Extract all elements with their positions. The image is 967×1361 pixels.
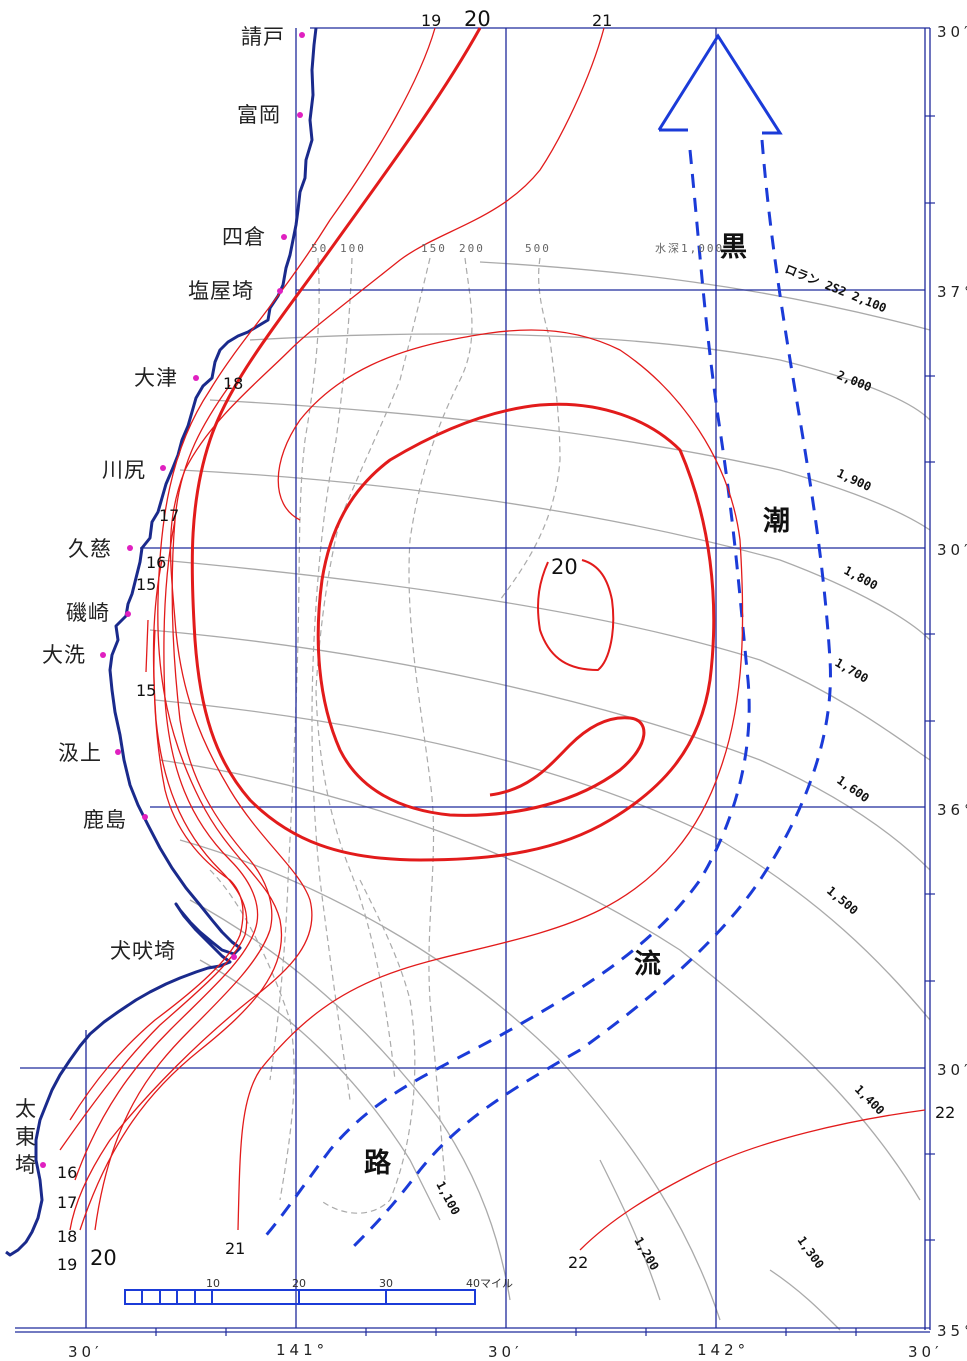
lat-label-35: 35° [937,1322,967,1340]
kuroshio-labels: 黒 潮 流 路 [364,232,790,1179]
isotherm-label-18-bottom: 18 [57,1227,77,1246]
place-otsu: 大津 [134,366,178,390]
lat-label-35-30: 30′ [937,1061,967,1079]
isotherm-label-22-east: 22 [935,1103,955,1122]
loran-label-1100: 1,100 [433,1179,462,1217]
isotherm-label-20-bottom: 20 [90,1246,117,1270]
depth-contours [209,257,561,1214]
depth-label-500: 500 [525,242,551,255]
place-taito-3: 埼 [15,1153,37,1177]
loran-labels: ロラン 2S2 2,100 2,000 1,900 1,800 1,700 1,… [433,262,888,1273]
isotherm-label-22-south: 22 [568,1253,588,1272]
place-kuji: 久慈 [68,537,112,561]
place-tomioka: 富岡 [237,103,281,127]
kuroshio-char-3: 流 [634,949,661,980]
depth-labels: 50 100 150 200 500 水深1,000 [311,242,724,255]
loran-lines [149,261,931,1331]
depth-label-100: 100 [340,242,366,255]
scale-label-40-miles: 40マイル [466,1277,513,1290]
isotherm-label-15a: 15 [136,575,156,594]
isotherm-label-17: 17 [159,506,179,525]
place-yotsukura: 四倉 [222,225,266,249]
place-names: 請戸 富岡 四倉 塩屋埼 大津 川尻 久慈 磯崎 大洗 汲上 鹿島 犬吠埼 太 … [15,25,285,1177]
isotherm-label-18: 18 [223,374,243,393]
kuroshio-char-2: 潮 [763,506,790,537]
latitude-labels: 30′ 37° 30′ 36° 30′ 35° [937,23,967,1340]
place-isozaki: 磯崎 [66,601,110,625]
loran-label-2000: 2,000 [835,368,874,395]
lon-label-140-30: 30′ [68,1343,103,1361]
place-taito-2: 東 [15,1125,37,1149]
isotherm-labels: 19 20 21 18 17 16 15 15 20 16 17 18 19 2… [57,7,955,1274]
scale-label-30: 30 [379,1277,393,1290]
scale-labels: 10 20 30 40マイル [206,1277,513,1290]
lat-label-37: 37° [937,283,967,301]
place-kashima: 鹿島 [83,808,127,832]
scale-bar [124,1289,476,1305]
isotherm-label-19-bottom: 19 [57,1255,77,1274]
isotherm-label-17-bottom: 17 [57,1193,77,1212]
scale-label-10: 10 [206,1277,220,1290]
isotherm-label-21-bottom: 21 [225,1239,245,1258]
lon-label-142-30: 30′ [908,1343,943,1361]
place-shioyazaki: 塩屋埼 [188,279,254,303]
isotherms [59,27,926,1251]
loran-label-1200: 1,200 [631,1235,661,1273]
map-frame [15,27,931,1333]
scale-label-20: 20 [292,1277,306,1290]
kuroshio-char-4: 路 [364,1147,392,1179]
place-oarai: 大洗 [42,643,86,667]
loran-label-1700: 1,700 [833,655,871,685]
place-ukedo: 請戸 [241,25,285,49]
place-kawajiri: 川尻 [102,458,146,482]
coastline [5,27,318,1257]
isotherm-label-20-top: 20 [464,7,491,31]
place-kumiage: 汲上 [58,741,102,765]
isotherm-label-19-top: 19 [421,11,441,30]
place-markers [40,32,305,1168]
isotherm-label-15b: 15 [136,681,156,700]
isotherm-label-20-eddy: 20 [551,555,578,579]
loran-label-1300: 1,300 [795,1234,827,1272]
place-taito-1: 太 [15,1097,37,1121]
depth-label-1000: 水深1,000 [655,242,724,255]
loran-label-1500: 1,500 [824,884,861,918]
lon-label-141-30: 30′ [488,1343,523,1361]
depth-label-50: 50 [311,242,328,255]
lat-label-36-30: 30′ [937,541,967,559]
place-inubosaki: 犬吠埼 [110,939,176,963]
depth-label-200: 200 [459,242,485,255]
depth-label-150: 150 [421,242,447,255]
lon-label-142: 142° [697,1341,749,1359]
kuroshio-char-1: 黒 [720,232,747,263]
loran-label-1900: 1,900 [835,466,874,494]
longitude-labels: 30′ 141° 30′ 142° 30′ [68,1341,943,1361]
isotherm-label-16: 16 [146,553,166,572]
lat-label-36: 36° [937,801,967,819]
graticule [20,28,925,1328]
lat-label-37-30: 30′ [937,23,967,41]
isotherm-label-21-top: 21 [592,11,612,30]
frame-ticks [155,115,935,1336]
isotherm-label-16-bottom: 16 [57,1163,77,1182]
lon-label-141: 141° [276,1341,328,1359]
kuroshio-current [260,33,832,1252]
loran-label-1600: 1,600 [834,773,872,805]
